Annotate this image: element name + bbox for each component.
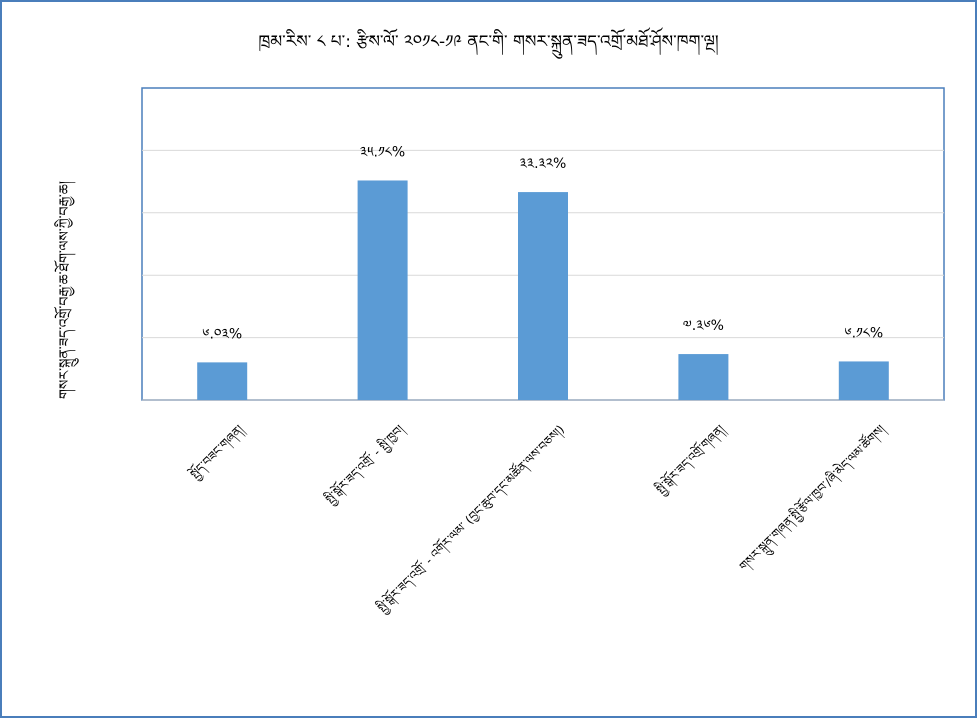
- bar-value-label-3: ༣༣.༣༢%: [520, 156, 567, 172]
- bar-value-label-1: ༦.༠༣%: [202, 326, 242, 342]
- x-tick-label-3: སྤྱི་སྒོར་ཟད་འགྲོ་ - འགོར་ལམ་ (བྱང་ཆུབ་ད…: [372, 420, 569, 617]
- x-tick-label-4: སྤྱི་སྒོར་ཟད་འགྲོ་གཞན།: [652, 421, 730, 499]
- bar-value-label-5: ༦.༡༨%: [844, 325, 883, 341]
- bar-5: [838, 361, 889, 400]
- bar-value-label-2: ༣༥.༡༨%: [360, 144, 405, 160]
- x-tick-label-1: སྤྱོད་བཟང་གཞན།: [186, 421, 249, 484]
- bar-1: [197, 362, 248, 400]
- x-tick-label-5: གསར་སྐྲུན་གཞན་སྤྱི་རྩོལ་ཁྱབ་/ཞི་མེད་ལམ་ཚ…: [734, 420, 892, 578]
- x-tick-label-2: སྤྱི་སྒོར་ཟད་འགྲོ་ - སྤྱི་ཁྱབ།: [321, 421, 409, 509]
- chart-title: ཁྲམ་རིས་ ༨ པ་: རྩིས་ལོ་ ༢༠༡༨-༡༩ ནང་གི་ ག…: [258, 32, 719, 52]
- bar-3: [518, 192, 568, 400]
- bar-value-label-4: ༧.༣༦%: [683, 318, 724, 334]
- bar-4: [678, 354, 729, 400]
- bar-2: [357, 180, 408, 400]
